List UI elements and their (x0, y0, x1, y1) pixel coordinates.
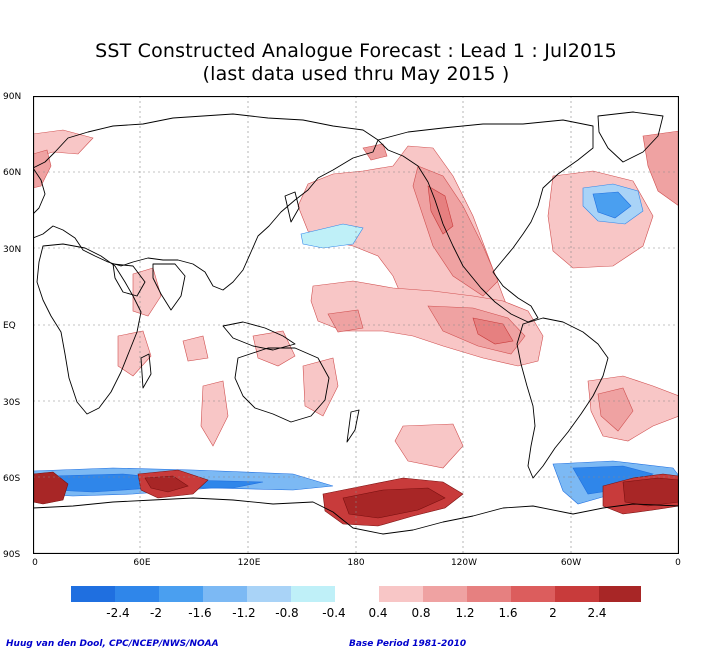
sst-anomaly-map (33, 96, 679, 554)
colorbar-box-positive (511, 586, 555, 602)
colorbar-label-neg-2.4: -2.4 (106, 606, 130, 620)
chart-subtitle: (last data used thru May 2015 ) (202, 63, 510, 85)
colorbar-label-neg-0.8: -0.8 (275, 606, 299, 620)
strong-positive-southern-regions (33, 469, 679, 527)
continent-outlines (33, 111, 679, 535)
colorbar-label-neg-1.2: -1.2 (232, 606, 256, 620)
colorbar-box-positive (599, 586, 641, 602)
colorbar-label-2.4: 2.4 (587, 606, 607, 620)
outline-australia (234, 347, 330, 423)
outline-north-america (377, 119, 594, 323)
colorbar-label-0.8: 0.8 (411, 606, 431, 620)
outline-new-zealand (346, 409, 360, 443)
colorbar-label-1.6: 1.6 (498, 606, 518, 620)
colorbar-box-positive (555, 586, 599, 602)
credit-author: Huug van den Dool, CPC/NCEP/NWS/NOAA (6, 639, 219, 649)
colorbar-label-neg-0.4: -0.4 (322, 606, 346, 620)
colorbar-box-positive (467, 586, 511, 602)
chart-title: SST Constructed Analogue Forecast : Lead… (95, 40, 617, 62)
outline-japan (284, 191, 300, 223)
map-frame (33, 96, 679, 554)
lat-label-60s: 60S (3, 474, 21, 484)
lat-label-60n: 60N (3, 168, 22, 178)
colorbar-box-negative (159, 586, 203, 602)
colorbar-label-neg-1.6: -1.6 (188, 606, 212, 620)
colorbar-box-negative (247, 586, 291, 602)
colorbar-boxes (71, 586, 641, 602)
colorbar (71, 586, 641, 602)
colorbar-box-positive (379, 586, 423, 602)
lon-label-0: 0 (32, 558, 38, 568)
map-grid (33, 96, 679, 554)
colorbar-box-negative (115, 586, 159, 602)
colorbar-box-positive (423, 586, 467, 602)
lat-label-90s: 90S (3, 550, 21, 560)
colorbar-box-negative (71, 586, 115, 602)
lon-label-0-east: 0 (675, 558, 681, 568)
colorbar-label-0.4: 0.4 (368, 606, 388, 620)
negative-anomaly-regions (33, 183, 679, 525)
lat-label-30s: 30S (3, 398, 21, 408)
lon-label-120e: 120E (237, 558, 261, 568)
lat-label-90n: 90N (3, 92, 22, 102)
outline-africa (36, 243, 142, 415)
lat-label-30n: 30N (3, 245, 22, 255)
lat-label-eq: EQ (3, 321, 16, 331)
lon-label-120w: 120W (450, 558, 478, 568)
outline-madagascar (140, 353, 152, 389)
outline-western-europe (33, 167, 46, 215)
credit-base-period: Base Period 1981-2010 (349, 639, 467, 649)
lon-label-60w: 60W (560, 558, 582, 568)
colorbar-box-negative (203, 586, 247, 602)
colorbar-box-negative (291, 586, 335, 602)
outline-antarctica (33, 497, 679, 535)
outline-india (152, 263, 186, 311)
outline-south-america (516, 317, 609, 479)
outline-greenland (597, 111, 664, 163)
lon-label-60e: 60E (133, 558, 151, 568)
colorbar-label-neg-2: -2 (150, 606, 162, 620)
outline-maritime-se-asia (222, 321, 296, 351)
outline-arabia (112, 263, 146, 297)
colorbar-label-2: 2 (549, 606, 557, 620)
lon-label-180: 180 (347, 558, 365, 568)
colorbar-label-1.2: 1.2 (455, 606, 475, 620)
